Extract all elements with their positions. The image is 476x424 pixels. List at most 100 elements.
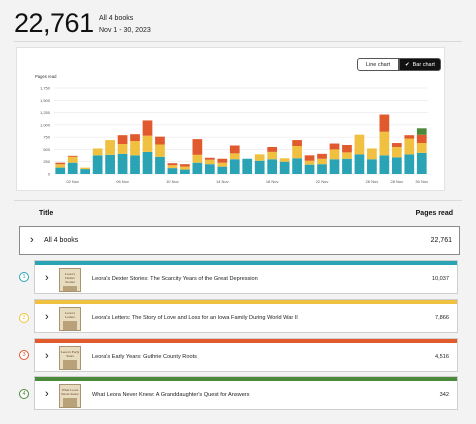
line-chart-toggle[interactable]: Line chart <box>357 58 399 71</box>
total-pages-read: 22,761 <box>14 8 94 38</box>
bar-segment <box>180 169 190 174</box>
bar-segment <box>80 169 91 174</box>
x-tick-label: 18 Nov <box>266 179 279 184</box>
bar-segment <box>292 145 302 159</box>
all-books-value: 22,761 <box>430 237 452 244</box>
bar-segment <box>130 134 140 142</box>
bar-segment <box>204 157 215 160</box>
bar-segment <box>117 144 128 154</box>
bar-segment <box>192 154 203 163</box>
chevron-right-icon[interactable]: › <box>45 388 49 400</box>
all-books-row[interactable]: › All 4 books 22,761 <box>19 226 460 255</box>
bar-segment <box>267 159 278 174</box>
book-pages-value: 342 <box>439 392 449 398</box>
bar-segment <box>342 158 352 174</box>
bar-segment <box>329 143 340 150</box>
bar-segment <box>217 166 228 174</box>
bar-segment <box>117 135 128 145</box>
bar-segment <box>105 154 115 174</box>
bar-segment <box>167 165 178 169</box>
series-color-bar <box>35 339 457 343</box>
rank-badge: 2 <box>19 313 29 323</box>
bar-segment <box>354 154 365 174</box>
bar-segment <box>55 162 66 165</box>
book-cover-image: What Leora Never Knew <box>59 384 81 408</box>
bar-segment <box>379 155 390 174</box>
book-row[interactable]: › Leora's Dexter Stories Leora's Dexter … <box>34 260 458 294</box>
x-tick-label: 28 Nov <box>390 179 403 184</box>
bar-segment <box>130 141 140 156</box>
book-title: Leora's Dexter Stories: The Scarcity Yea… <box>92 276 258 282</box>
bar-segment <box>55 164 66 168</box>
bar-segment <box>55 167 66 174</box>
x-tick-label: 30 Nov <box>415 179 428 184</box>
date-range: Nov 1 - 30, 2023 <box>99 27 151 34</box>
bar-segment <box>204 159 215 165</box>
bar-segment <box>404 138 415 155</box>
book-pages-value: 4,516 <box>435 354 449 360</box>
bar-segment <box>155 144 165 157</box>
bar-segment <box>105 140 115 155</box>
series-color-bar <box>35 261 457 265</box>
bar-segment <box>229 145 240 154</box>
chevron-right-icon[interactable]: › <box>45 272 49 284</box>
book-row[interactable]: › Leora's Early Years Leora's Early Year… <box>34 338 458 372</box>
bar-segment <box>67 156 78 163</box>
pages-read-bar-chart: Pages read 0 250 500 750 1,000 1,250 1,500 1,750… <box>35 74 428 184</box>
check-icon: ✔ <box>405 61 410 68</box>
chevron-right-icon[interactable]: › <box>45 311 49 323</box>
bar-chart-label: Bar chart <box>412 61 435 68</box>
book-pages-value: 7,866 <box>435 315 449 321</box>
bar-segment <box>80 167 91 170</box>
series-color-bar <box>35 377 457 381</box>
y-tick-label: 500 <box>43 147 50 152</box>
bar-segment <box>317 153 327 159</box>
bar-segment <box>416 143 427 153</box>
bar-segment <box>379 131 390 156</box>
bar-segment <box>167 168 178 174</box>
bar-segment <box>180 166 190 170</box>
bar-segment <box>279 158 290 162</box>
bar-segment <box>416 152 427 174</box>
bar-segment <box>142 120 153 136</box>
bar-segment <box>67 162 78 174</box>
bar-segment <box>367 148 377 160</box>
bar-segment <box>404 154 415 174</box>
divider <box>14 200 462 201</box>
bar-segment <box>92 148 103 156</box>
bar-segment <box>416 128 427 135</box>
bar-segment <box>329 159 340 174</box>
x-tick-label: 26 Nov <box>366 179 379 184</box>
title-column-header: Title <box>39 210 54 217</box>
y-axis-label: Pages read <box>35 74 57 79</box>
series-color-bar <box>35 300 457 304</box>
bar-segment <box>367 159 377 174</box>
y-tick-label: 250 <box>43 159 50 164</box>
x-tick-label: 10 Nov <box>166 179 179 184</box>
bar-segment <box>391 143 402 147</box>
bar-segment <box>180 164 190 167</box>
bar-segment <box>279 161 290 174</box>
book-title: What Leora Never Knew: A Granddaughter's… <box>92 392 250 398</box>
all-books-label: All 4 books <box>44 237 79 244</box>
bar-chart-toggle[interactable]: ✔ Bar chart <box>399 58 441 71</box>
bar-segment <box>254 160 265 174</box>
book-row[interactable]: › What Leora Never Knew What Leora Never… <box>34 376 458 410</box>
bar-segment <box>204 164 215 174</box>
divider <box>14 41 462 42</box>
summary-label: All 4 books <box>99 15 134 22</box>
x-tick-label: 22 Nov <box>316 179 329 184</box>
bar-segment <box>229 159 240 174</box>
bar-segment <box>304 160 315 165</box>
chevron-right-icon[interactable]: › <box>45 350 49 362</box>
bar-segment <box>391 157 402 174</box>
line-chart-label: Line chart <box>365 61 391 68</box>
chevron-right-icon[interactable]: › <box>30 234 34 246</box>
bar-segment <box>292 158 302 174</box>
bar-segment <box>342 145 352 153</box>
bar-segment <box>329 149 340 160</box>
rank-badge: 3 <box>19 350 29 360</box>
book-row[interactable]: › Leora's Letters Leora's Letters: The S… <box>34 299 458 333</box>
bar-segment <box>342 152 352 159</box>
